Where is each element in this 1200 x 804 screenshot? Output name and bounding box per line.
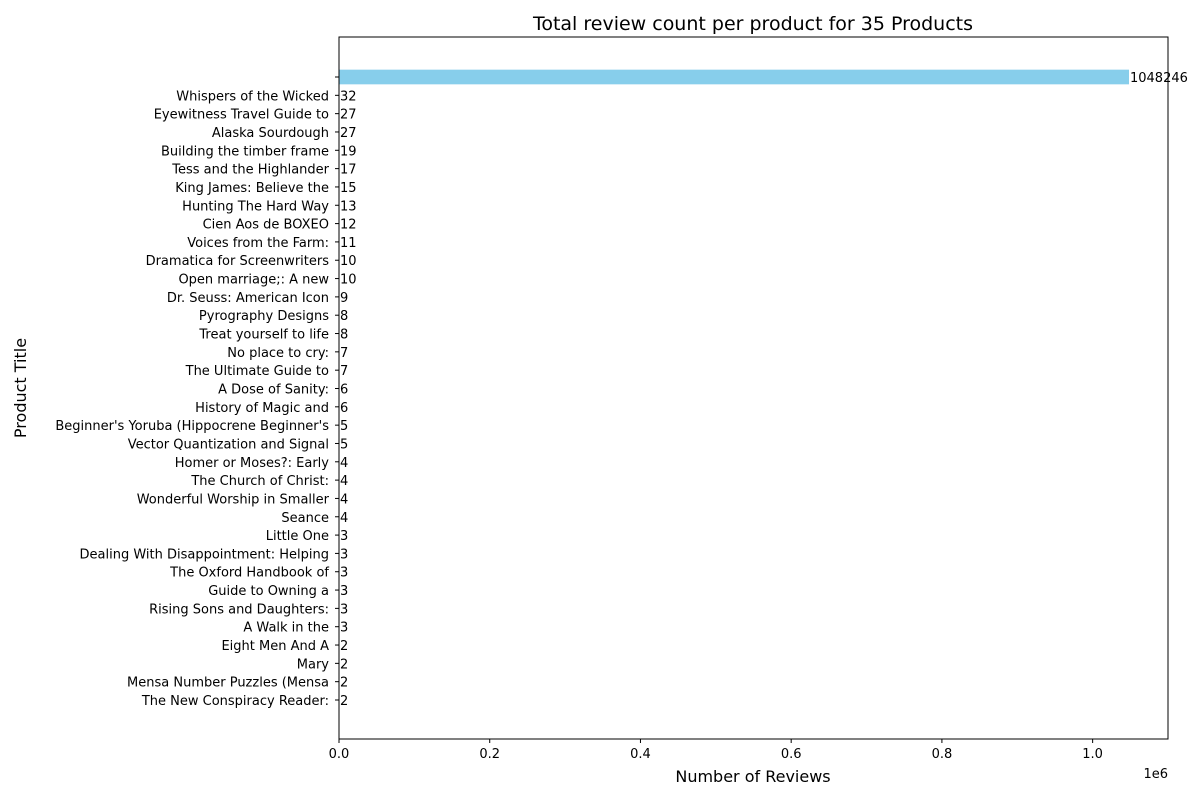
bar-value-label: 2 [340, 639, 348, 654]
bar-value-label: 4 [340, 492, 348, 507]
bar-value-label: 4 [340, 456, 348, 471]
y-tick-label: Dramatica for Screenwriters [146, 254, 330, 269]
y-tick-label: Building the timber frame [161, 144, 329, 159]
plot-frame [339, 37, 1168, 739]
y-tick-label: Mary [297, 657, 330, 672]
y-tick-label: A Dose of Sanity: [218, 383, 329, 398]
bar-value-label: 4 [340, 474, 348, 489]
x-tick-label: 0.8 [932, 747, 953, 762]
chart-title: Total review count per product for 35 Pr… [532, 13, 973, 35]
bar-value-label: 27 [340, 126, 357, 141]
y-axis-title: Product Title [11, 338, 30, 438]
y-tick-label: The Church of Christ: [190, 474, 329, 489]
bar-value-label: 13 [340, 199, 357, 214]
bar-value-label: 27 [340, 108, 357, 123]
y-tick-label: Eight Men And A [221, 639, 329, 654]
bar-value-label: 4 [340, 511, 348, 526]
bar-value-label: 8 [340, 309, 348, 324]
x-axis-ticks: 0.0 0.2 0.4 0.6 0.8 1.0 [329, 739, 1103, 762]
y-tick-label: Dr. Seuss: American Icon [167, 291, 329, 306]
bar-value-label: 3 [340, 566, 348, 581]
y-tick-label: Beginner's Yoruba (Hippocrene Beginner's [55, 419, 329, 434]
bar-value-label: 3 [340, 529, 348, 544]
y-tick-label: Tess and the Highlander [171, 163, 329, 178]
bar-value-label: 3 [340, 584, 348, 599]
bar-value-label: 32 [340, 89, 357, 104]
x-axis-title: Number of Reviews [675, 767, 830, 786]
bar-value-label: 6 [340, 383, 348, 398]
bars-layer [339, 70, 1129, 708]
y-tick-label: King James: Believe the [175, 181, 329, 196]
bar-value-label: 2 [340, 694, 348, 709]
y-tick-label: Cien Aos de BOXEO [203, 218, 329, 233]
bar-value-label: 12 [340, 218, 357, 233]
y-axis-ticks: Whispers of the Wicked Eyewitness Travel … [55, 77, 339, 709]
y-tick-label: Alaska Sourdough [212, 126, 329, 141]
y-tick-label: Wonderful Worship in Smaller [137, 492, 330, 507]
bar-value-label: 19 [340, 144, 357, 159]
bar-value-label: 3 [340, 621, 348, 636]
y-tick-label: Voices from the Farm: [187, 236, 329, 251]
bar [339, 70, 1129, 85]
y-tick-label: Little One [266, 529, 329, 544]
y-tick-label: The Ultimate Guide to [185, 364, 329, 379]
x-tick-label: 0.6 [781, 747, 802, 762]
y-tick-label: Homer or Moses?: Early [175, 456, 330, 471]
value-labels-layer: 1048246322727191715131211101098877665544… [340, 71, 1188, 709]
bar-value-label: 7 [340, 364, 348, 379]
y-tick-label: Pyrography Designs [199, 309, 329, 324]
bar-value-label: 9 [340, 291, 348, 306]
y-tick-label: Seance [281, 511, 329, 526]
bar-value-label: 5 [340, 419, 348, 434]
bar-value-label: 11 [340, 236, 357, 251]
y-tick-label: The New Conspiracy Reader: [141, 694, 329, 709]
bar-value-label: 10 [340, 273, 357, 288]
bar-value-label: 2 [340, 676, 348, 691]
y-tick-label: No place to cry: [227, 346, 329, 361]
y-tick-label: Dealing With Disappointment: Helping [80, 547, 330, 562]
y-tick-label: Open marriage;: A new [178, 273, 329, 288]
x-tick-label: 0.4 [630, 747, 651, 762]
y-tick-label: The Oxford Handbook of [169, 566, 329, 581]
y-tick-label: Eyewitness Travel Guide to [154, 108, 329, 123]
bar-value-label: 17 [340, 163, 357, 178]
bar-value-label: 5 [340, 437, 348, 452]
x-tick-label: 0.2 [479, 747, 500, 762]
bar-value-label: 6 [340, 401, 348, 416]
x-tick-label: 1.0 [1082, 747, 1103, 762]
bar-value-label: 15 [340, 181, 357, 196]
bar-value-label: 2 [340, 657, 348, 672]
y-tick-label: Treat yourself to life [198, 328, 329, 343]
bar-value-label: 7 [340, 346, 348, 361]
y-tick-label: Guide to Owning a [208, 584, 329, 599]
y-tick-label: A Walk in the [243, 621, 329, 636]
y-tick-label: Hunting The Hard Way [182, 199, 329, 214]
bar-value-label: 8 [340, 328, 348, 343]
bar-value-label: 3 [340, 547, 348, 562]
x-axis-offset-label: 1e6 [1143, 767, 1168, 782]
y-tick-label: Rising Sons and Daughters: [149, 602, 329, 617]
y-tick-label: Whispers of the Wicked [176, 89, 329, 104]
x-tick-label: 0.0 [329, 747, 350, 762]
y-tick-label: Mensa Number Puzzles (Mensa [127, 676, 329, 691]
bar-value-label: 10 [340, 254, 357, 269]
y-tick-label: History of Magic and [195, 401, 329, 416]
y-tick-label: Vector Quantization and Signal [128, 437, 329, 452]
bar-value-label: 3 [340, 602, 348, 617]
bar-value-label: 1048246 [1130, 71, 1188, 86]
